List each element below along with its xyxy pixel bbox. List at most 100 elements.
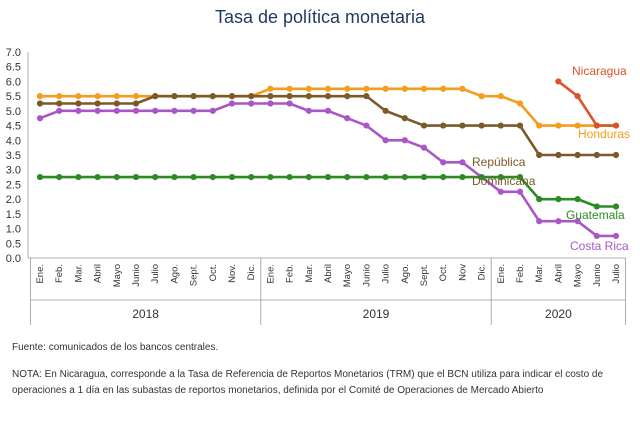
data-point xyxy=(516,188,524,195)
data-point xyxy=(152,107,159,114)
data-point xyxy=(555,151,562,159)
data-point xyxy=(440,85,447,92)
y-tick-label: 6.5 xyxy=(6,62,21,74)
x-tick-label: Abril xyxy=(93,264,104,283)
data-point xyxy=(344,173,351,181)
x-tick-label: Nov. xyxy=(227,264,238,283)
data-point xyxy=(190,93,197,100)
data-point xyxy=(536,218,543,225)
data-point xyxy=(132,100,140,107)
x-tick-label: Mayo xyxy=(342,264,353,287)
data-point xyxy=(478,122,485,129)
x-tick-label: Oct. xyxy=(208,264,219,281)
data-point xyxy=(363,85,370,92)
y-tick-label: 0.5 xyxy=(6,238,21,250)
data-point xyxy=(248,173,255,181)
data-point xyxy=(574,122,581,129)
data-point xyxy=(228,173,236,181)
data-point xyxy=(536,122,543,129)
data-point xyxy=(555,218,562,225)
data-point xyxy=(113,93,120,100)
x-tick-label: Oct. xyxy=(438,264,449,281)
x-tick-label: Abril xyxy=(553,264,564,283)
data-point xyxy=(612,203,620,210)
data-point xyxy=(497,93,504,100)
data-point xyxy=(497,122,504,129)
data-point xyxy=(401,115,408,122)
data-point xyxy=(324,85,332,92)
year-label: 2018 xyxy=(132,307,159,321)
source-note: Fuente: comunicados de los bancos centra… xyxy=(12,342,219,353)
y-tick-label: 1.0 xyxy=(6,224,21,236)
data-point xyxy=(420,173,428,181)
data-point xyxy=(574,196,581,203)
data-point xyxy=(190,107,197,114)
data-point xyxy=(324,173,332,181)
x-tick-label: Mayo xyxy=(112,264,123,287)
data-point xyxy=(516,122,524,129)
x-tick-label: Ago. xyxy=(169,264,180,284)
data-point xyxy=(497,188,504,195)
data-point xyxy=(440,159,447,166)
x-tick-label: Junio xyxy=(361,264,372,287)
x-tick-label: Ene. xyxy=(265,264,276,284)
data-point xyxy=(593,122,600,129)
data-point xyxy=(94,107,101,114)
y-tick-label: 3.0 xyxy=(6,165,21,177)
data-point xyxy=(267,173,274,181)
data-point xyxy=(56,100,63,107)
data-point xyxy=(344,115,351,122)
x-tick-label: Dic. xyxy=(477,264,488,280)
data-point xyxy=(286,85,293,92)
data-point xyxy=(305,107,312,114)
data-point xyxy=(459,159,466,166)
data-point xyxy=(612,151,620,159)
data-point xyxy=(593,151,600,159)
data-point xyxy=(56,107,63,114)
data-point xyxy=(344,93,351,100)
data-point xyxy=(382,107,389,114)
data-point xyxy=(363,122,370,129)
y-tick-label: 4.0 xyxy=(6,135,21,147)
data-point xyxy=(75,93,82,100)
data-point xyxy=(113,100,120,107)
x-tick-label: Mar. xyxy=(73,264,84,282)
data-point xyxy=(574,218,581,225)
data-point xyxy=(209,93,216,100)
x-tick-label: Feb. xyxy=(515,264,526,283)
x-tick-label: Ene. xyxy=(35,264,46,284)
x-tick-label: Ago. xyxy=(400,264,411,284)
data-point xyxy=(382,173,389,181)
y-tick-label: 3.5 xyxy=(6,150,21,162)
series-rep-blica-dominicana xyxy=(36,93,620,159)
data-point xyxy=(248,100,255,107)
data-point xyxy=(36,100,44,107)
data-point xyxy=(401,173,408,181)
data-point xyxy=(267,100,274,107)
data-point xyxy=(267,85,274,92)
x-tick-label: Abril xyxy=(323,264,334,283)
y-tick-label: 5.5 xyxy=(6,91,21,103)
series-label: Costa Rica xyxy=(570,239,629,253)
data-point xyxy=(516,100,524,107)
x-tick-label: Julio xyxy=(611,264,622,284)
data-point xyxy=(36,173,44,181)
data-point xyxy=(612,232,620,240)
data-point xyxy=(36,115,44,122)
data-point xyxy=(286,100,293,107)
data-point xyxy=(344,85,351,92)
series-lines xyxy=(36,78,620,240)
data-point xyxy=(171,93,178,100)
y-tick-label: 0.0 xyxy=(6,253,21,265)
y-tick-label: 6.0 xyxy=(6,76,21,88)
data-point xyxy=(305,93,312,100)
data-point xyxy=(574,151,581,159)
data-point xyxy=(516,173,524,181)
x-tick-label: Nov xyxy=(457,264,468,281)
data-point xyxy=(459,173,466,181)
data-point xyxy=(190,173,197,181)
series-label: Nicaragua xyxy=(572,64,627,78)
x-tick-label: Sept. xyxy=(419,264,430,286)
series-line xyxy=(39,102,616,238)
data-point xyxy=(267,93,274,100)
